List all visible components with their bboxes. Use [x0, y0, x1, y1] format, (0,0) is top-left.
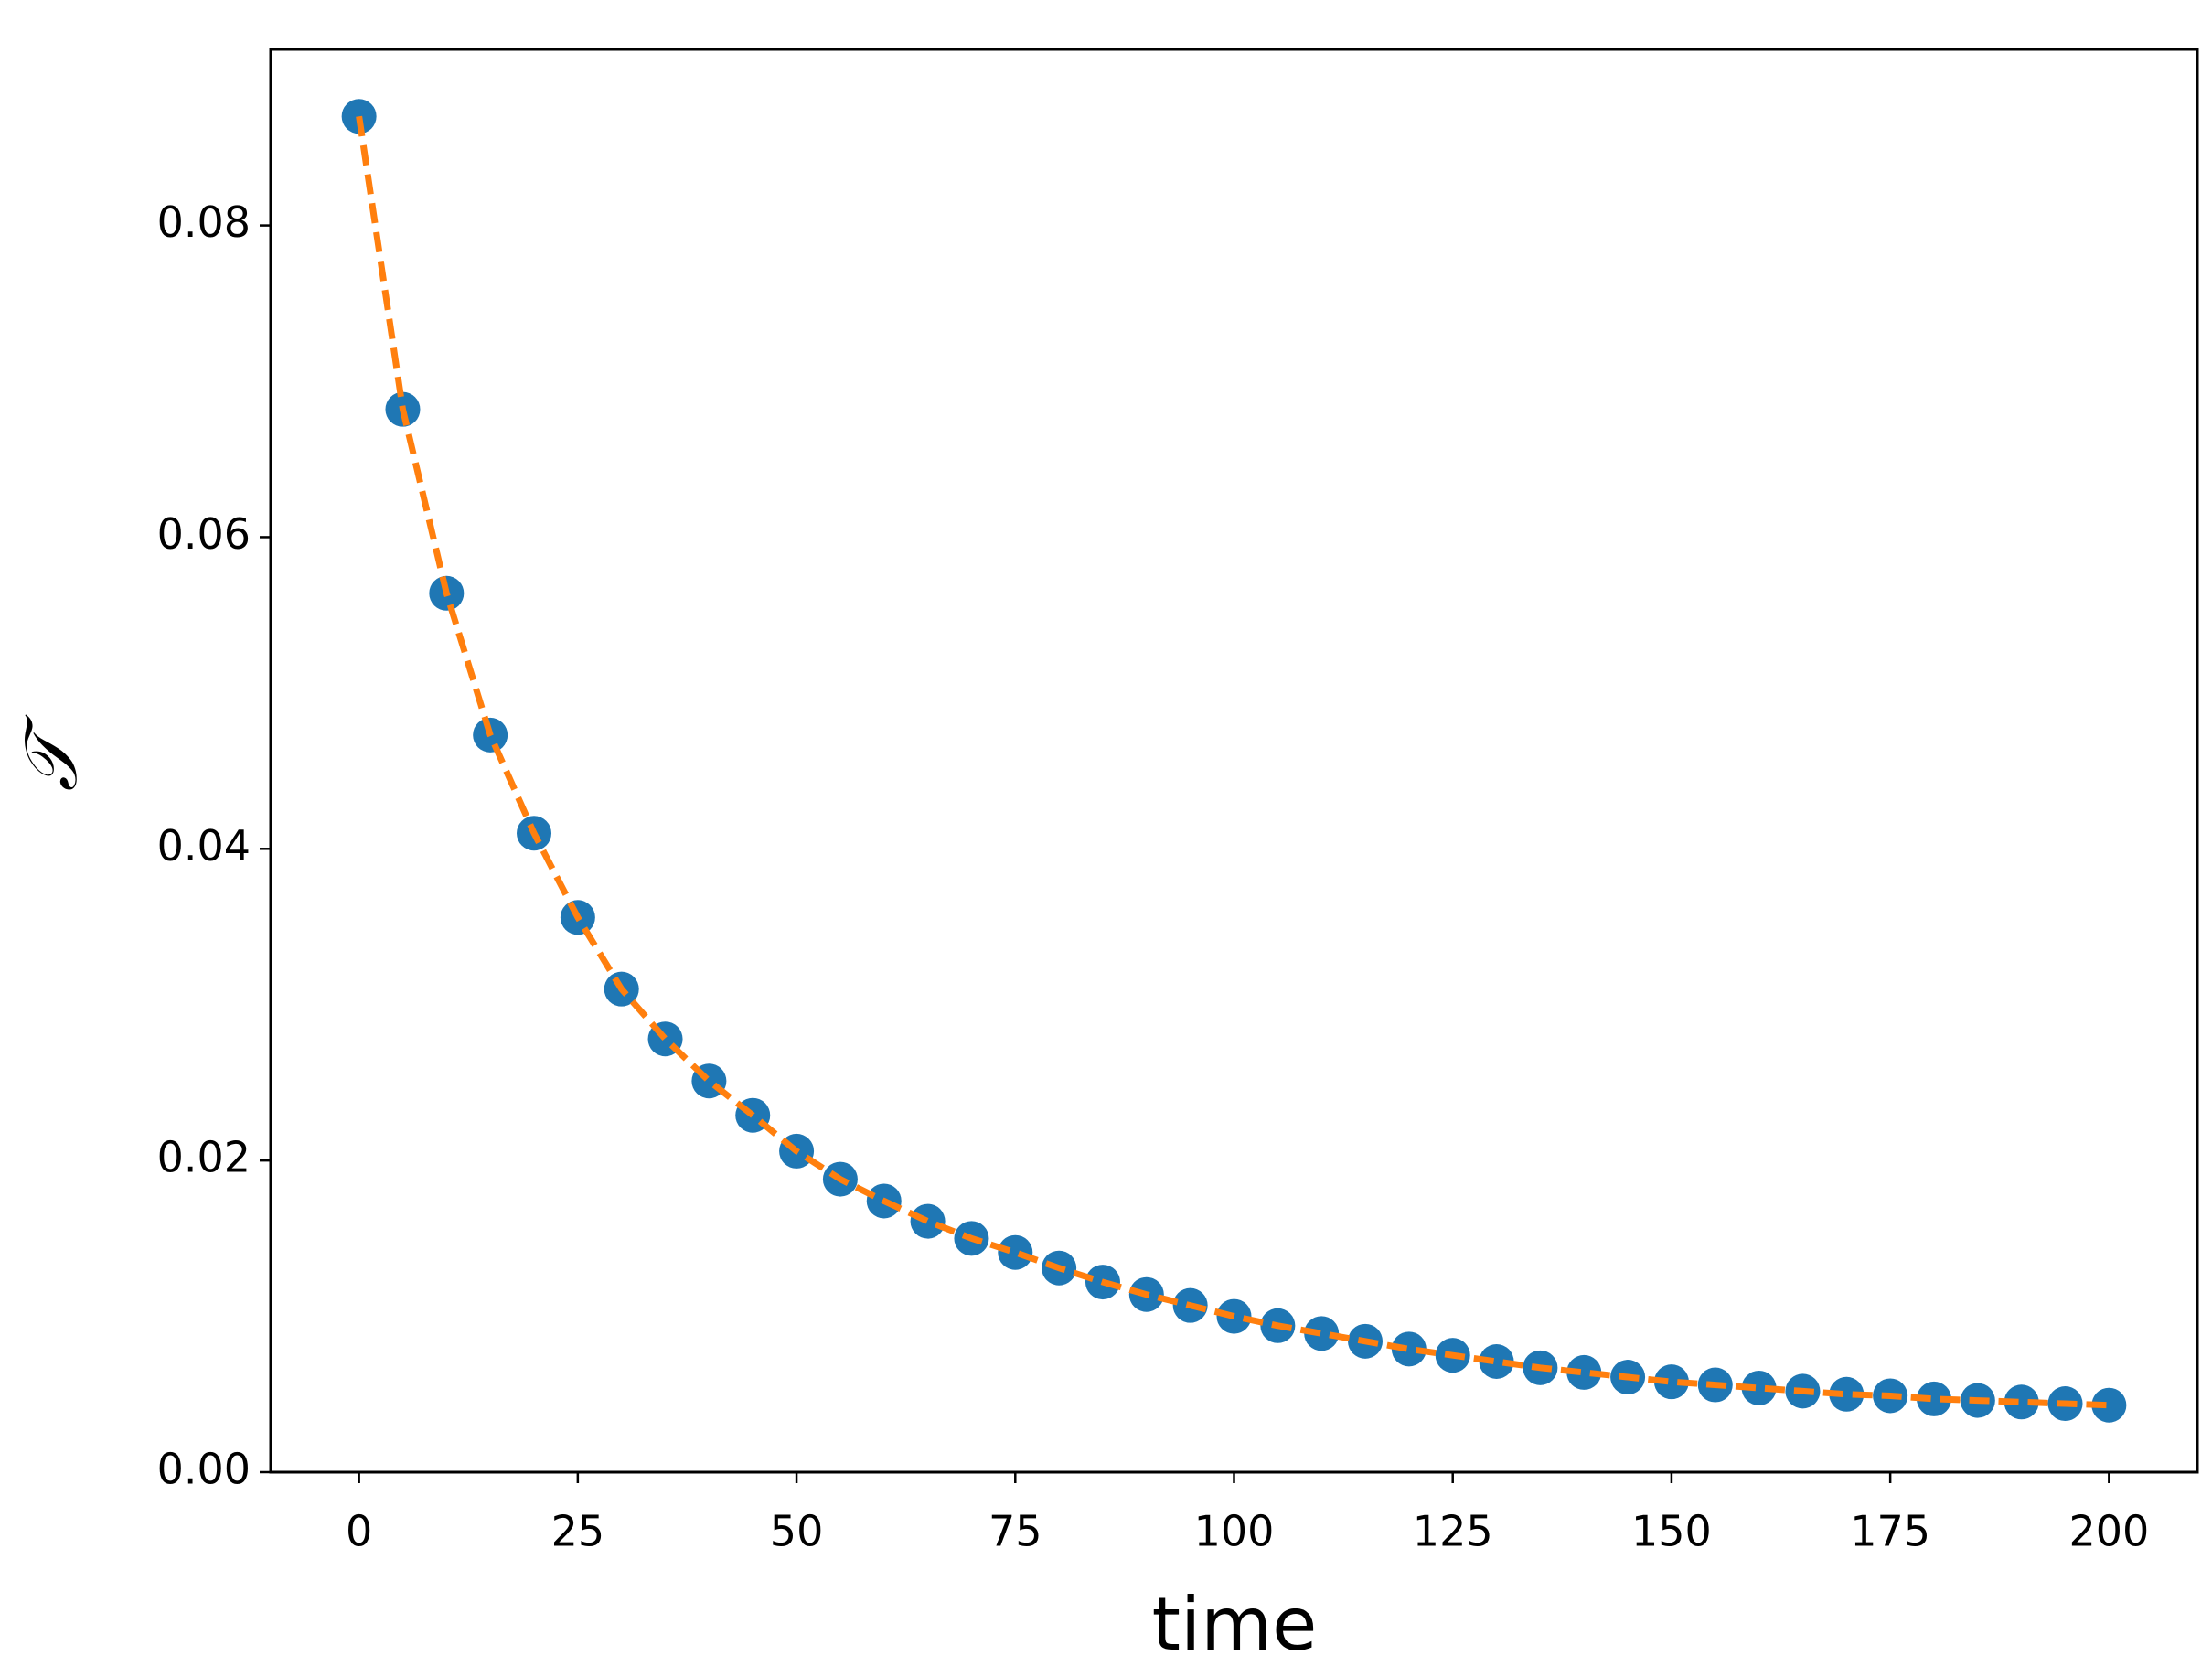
plot-frame [269, 48, 2199, 1474]
x-tick-label: 100 [1194, 1507, 1275, 1556]
x-tick-label: 175 [1850, 1507, 1930, 1556]
y-tick-label: 0.08 [157, 198, 251, 247]
y-tick-label: 0.06 [157, 509, 251, 559]
data-point [2004, 1384, 2039, 1420]
data-point [1566, 1354, 1602, 1390]
data-point [1391, 1331, 1427, 1367]
y-tick-label: 0.00 [157, 1445, 251, 1494]
x-tick-label: 200 [2068, 1507, 2149, 1556]
x-tick-label: 50 [770, 1507, 824, 1556]
data-point [910, 1203, 946, 1239]
y-tick-label: 0.02 [157, 1133, 251, 1182]
x-tick-label: 0 [346, 1507, 372, 1556]
data-point [1653, 1364, 1689, 1400]
data-point [2091, 1387, 2127, 1423]
y-tick-label: 0.04 [157, 821, 251, 871]
data-point [1916, 1381, 1951, 1416]
x-axis-label: time [1152, 1582, 1318, 1667]
fit-line [356, 115, 2110, 1409]
data-point [1741, 1370, 1777, 1405]
data-point [1829, 1376, 1865, 1412]
data-point [1304, 1316, 1340, 1351]
data-point [998, 1234, 1033, 1270]
x-tick-label: 125 [1413, 1507, 1493, 1556]
x-tick-label: 150 [1631, 1507, 1712, 1556]
x-tick-label: 25 [551, 1507, 605, 1556]
x-tick-label: 75 [988, 1507, 1042, 1556]
data-point [1479, 1343, 1514, 1379]
